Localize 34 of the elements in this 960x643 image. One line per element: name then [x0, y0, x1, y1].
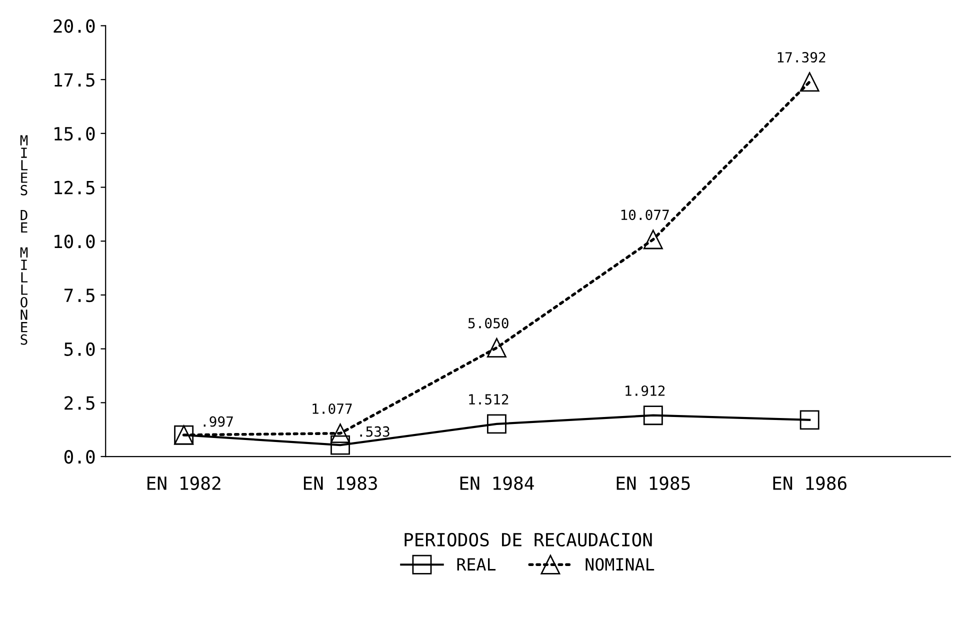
- data-label: 1.512: [469, 394, 508, 405]
- data-label: 17.392: [778, 52, 826, 63]
- y-tick-label: 7.5: [64, 288, 94, 302]
- data-label: 10.077: [621, 210, 669, 220]
- point: [800, 410, 820, 430]
- y-tick-label: 5.0: [64, 342, 95, 356]
- data-label: 5.050: [468, 318, 508, 328]
- text: MILES DE MILLONES: [20, 135, 28, 345]
- y-tick-label: 0.0: [64, 450, 95, 464]
- y-tick-label: 17.5: [54, 73, 94, 87]
- data-label: 1.912: [626, 385, 665, 396]
- data-label: .533: [360, 426, 390, 437]
- x-tick-label: EN 1986: [773, 476, 846, 490]
- y-tick-label: 2.5: [64, 396, 94, 410]
- y-tick-label: 10.0: [54, 234, 95, 248]
- point: [486, 414, 506, 434]
- x-tick-label: EN 1984: [460, 476, 534, 490]
- point: [643, 406, 663, 426]
- x-tick-label: EN 1983: [304, 476, 377, 490]
- point: [800, 72, 820, 92]
- x-tick-label: EN 1982: [148, 476, 220, 490]
- y-tick-label: 12.5: [54, 180, 94, 194]
- point: [486, 338, 506, 358]
- point: [330, 435, 350, 455]
- point: [330, 424, 350, 444]
- legend-label: REAL: [457, 558, 496, 570]
- y-tick-label: 20.0: [54, 19, 95, 33]
- y-tick-label: 15.0: [54, 126, 95, 141]
- x-tick-label: EN 1985: [616, 476, 690, 490]
- data-label: 1.077: [312, 403, 352, 414]
- data-label: .997: [204, 416, 233, 427]
- point: [643, 230, 663, 250]
- legend-label: NOMINAL: [586, 558, 654, 571]
- x-axis-title: PERIODOS DE RECAUDACION: [404, 532, 652, 547]
